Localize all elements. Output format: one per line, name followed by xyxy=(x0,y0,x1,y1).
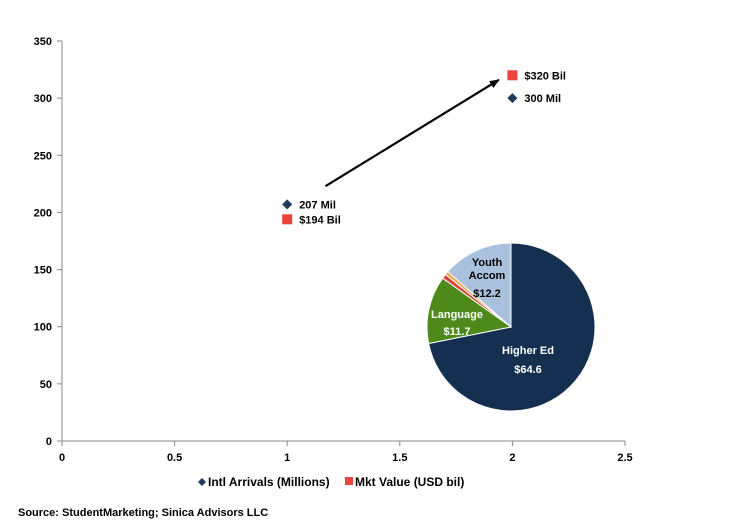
pie-slice xyxy=(426,277,513,345)
y-tick-label: 350 xyxy=(34,36,52,48)
x-tick-label: 1 xyxy=(284,452,290,464)
axes xyxy=(57,40,626,446)
y-tick-label: 300 xyxy=(34,93,52,105)
pie-slice-label: Higher Ed xyxy=(502,345,554,357)
x-tick-label: 2.5 xyxy=(617,452,632,464)
x-tick-label: 2 xyxy=(509,452,515,464)
market-value-point xyxy=(282,214,293,225)
trend-arrow xyxy=(324,78,500,188)
data-label: 300 Mil xyxy=(524,93,561,105)
y-tick-label: 0 xyxy=(46,436,52,448)
source-note: Source: StudentMarketing; Sinica Advisor… xyxy=(18,507,268,519)
arrivals-point xyxy=(507,93,518,104)
pie-slice-value: $12.2 xyxy=(473,288,501,300)
x-tick-label: 0 xyxy=(59,452,65,464)
y-tick-label: 250 xyxy=(34,150,52,162)
y-tick-label: 150 xyxy=(34,265,52,277)
trend-arrow-group xyxy=(324,78,500,188)
data-label: $194 Bil xyxy=(299,214,341,226)
y-tick-label: 100 xyxy=(34,322,52,334)
legend: Intl Arrivals (Millions) Mkt Value (USD b… xyxy=(198,475,464,489)
x-tick-label: 1.5 xyxy=(392,452,407,464)
y-tick-label: 50 xyxy=(40,379,52,391)
legend-square-icon xyxy=(345,477,353,485)
tick-labels: 0 50 100 150 200 250 300 350 0 0.5 1 1.5 2 2.5 xyxy=(34,36,633,464)
pie-slice-label: Accom xyxy=(469,270,506,282)
legend-item-label: Mkt Value (USD bil) xyxy=(355,475,464,489)
pie-slice-label: Language xyxy=(431,309,483,321)
legend-item-label: Intl Arrivals (Millions) xyxy=(208,475,330,489)
pie-slice-label: Youth xyxy=(472,257,503,269)
pie-slice-value: $64.6 xyxy=(514,364,542,376)
pie-slice xyxy=(447,242,512,329)
data-label: $320 Bil xyxy=(524,70,566,82)
y-tick-label: 200 xyxy=(34,207,52,219)
data-label: 207 Mil xyxy=(299,199,336,211)
arrivals-point xyxy=(282,199,293,210)
data-points: 207 Mil 300 Mil $194 Bil $320 Bil xyxy=(282,70,566,226)
pie-slice-value: $11.7 xyxy=(444,326,471,338)
market-value-point xyxy=(507,70,518,81)
legend-diamond-icon xyxy=(198,478,206,486)
x-tick-label: 0.5 xyxy=(167,452,182,464)
